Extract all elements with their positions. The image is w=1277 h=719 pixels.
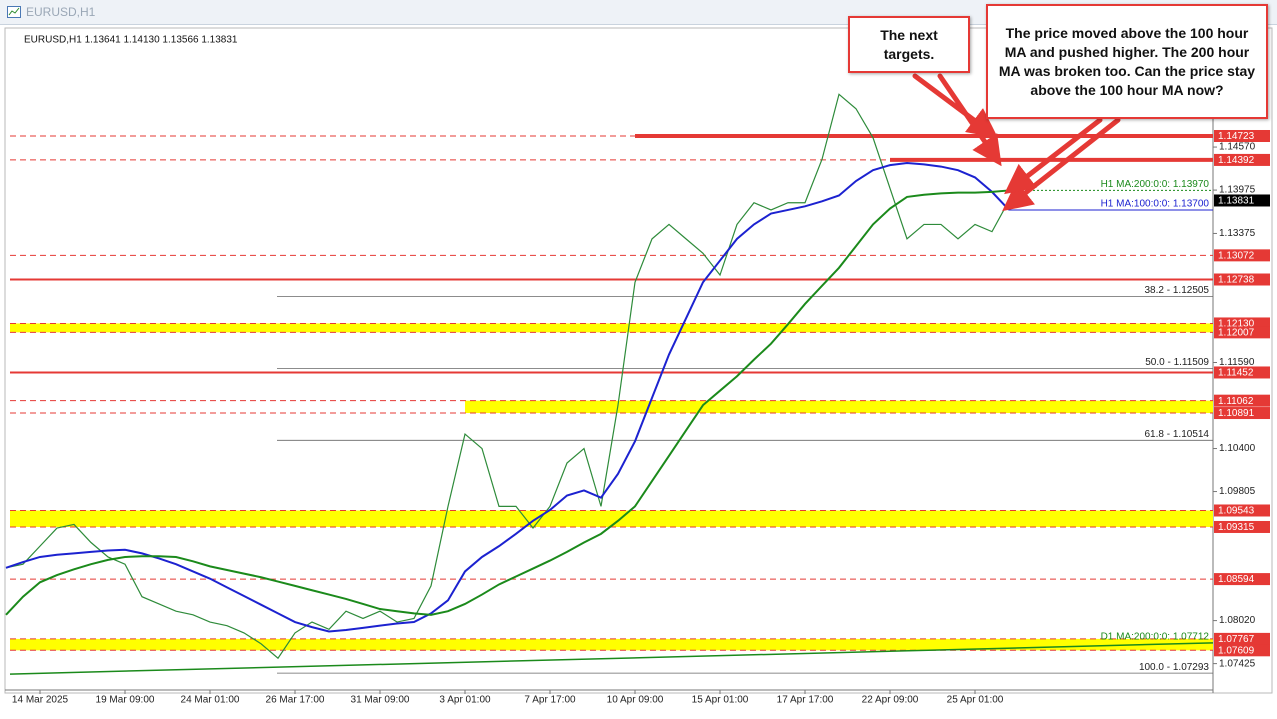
level-label: 1.14392	[1218, 155, 1255, 166]
x-tick-label: 14 Mar 2025	[12, 695, 69, 706]
window-icon	[7, 6, 21, 18]
moving-average-line	[5, 189, 1010, 616]
chart-frame	[4, 27, 1273, 694]
current-price-label-box	[1214, 194, 1270, 207]
support-resistance-zone	[10, 323, 1213, 333]
level-label: 1.07609	[1218, 645, 1255, 656]
level-label: 1.10891	[1218, 408, 1255, 419]
fib-label: 100.0 - 1.07293	[1139, 662, 1209, 673]
level-label-box	[1214, 573, 1270, 586]
x-tick-label: 24 Mar 01:00	[181, 695, 240, 706]
support-resistance-zone	[10, 638, 1213, 651]
symbol-info: EURUSD,H1 1.13641 1.14130 1.13566 1.1383…	[24, 35, 238, 46]
level-label: 1.08594	[1218, 574, 1255, 585]
y-tick-label: 1.13375	[1219, 228, 1256, 239]
level-label: 1.11062	[1218, 396, 1254, 407]
annotation: The next targets.	[848, 16, 970, 73]
ma-label: H1 MA:200:0:0: 1.13970	[1101, 179, 1210, 190]
x-tick-label: 10 Apr 09:00	[607, 695, 664, 706]
d1-ma-label: D1 MA:200:0:0: 1.07712	[1101, 632, 1210, 643]
level-label: 1.12738	[1218, 275, 1255, 286]
level-label-box	[1214, 394, 1270, 407]
x-tick-label: 19 Mar 09:00	[96, 695, 155, 706]
level-label-box	[1214, 326, 1270, 339]
window-title: EURUSD,H1	[26, 5, 96, 19]
level-label-box	[1214, 249, 1270, 262]
level-label: 1.11452	[1218, 368, 1254, 379]
current-price-label: 1.13831	[1218, 196, 1255, 207]
level-label: 1.12130	[1218, 319, 1255, 330]
level-label-box	[1214, 644, 1270, 657]
support-resistance-zone	[10, 510, 1213, 527]
support-resistance-zone	[465, 400, 1213, 414]
x-tick-label: 3 Apr 01:00	[439, 695, 491, 706]
level-label: 1.09543	[1218, 506, 1255, 517]
y-tick-label: 1.10400	[1219, 443, 1256, 454]
y-tick-label: 1.09805	[1219, 486, 1256, 497]
level-label-box	[1214, 504, 1270, 517]
level-label-box	[1214, 129, 1270, 142]
x-tick-label: 7 Apr 17:00	[524, 695, 576, 706]
annotation-arrows	[912, 73, 1121, 212]
fib-label: 50.0 - 1.11509	[1145, 357, 1209, 368]
chart: 1.14570 1.13975 1.13375 1.11590 1.10400 1.098…	[4, 27, 1273, 706]
fib-label: 61.8 - 1.10514	[1145, 429, 1210, 440]
x-tick-label: 22 Apr 09:00	[862, 695, 919, 706]
level-label: 1.12007	[1218, 327, 1255, 338]
price-line	[5, 93, 1010, 660]
level-label-box	[1214, 632, 1270, 645]
x-tick-label: 15 Apr 01:00	[692, 695, 749, 706]
y-tick-label: 1.08020	[1219, 615, 1256, 626]
y-tick-label: 1.11590	[1219, 357, 1255, 368]
x-tick-label: 26 Mar 17:00	[266, 695, 325, 706]
moving-average-line	[5, 161, 1010, 633]
y-tick-label: 1.07425	[1219, 658, 1256, 669]
x-tick-label: 25 Apr 01:00	[947, 695, 1004, 706]
level-label-box	[1214, 520, 1270, 533]
y-tick-label: 1.14570	[1219, 142, 1256, 153]
x-tick-label: 31 Mar 09:00	[351, 695, 410, 706]
ma-label: H1 MA:100:0:0: 1.13700	[1101, 199, 1210, 210]
level-label: 1.13072	[1218, 250, 1255, 261]
annotation: The price moved above the 100 hour MA an…	[986, 4, 1268, 119]
level-label-box	[1214, 153, 1270, 166]
x-tick-label: 17 Apr 17:00	[777, 695, 834, 706]
level-label: 1.07767	[1218, 634, 1255, 645]
d1-ma-line	[9, 642, 1214, 675]
level-label-box	[1214, 273, 1270, 286]
level-label-box	[1214, 366, 1270, 379]
fib-label: 38.2 - 1.12505	[1145, 285, 1210, 296]
y-tick-label: 1.13975	[1219, 185, 1256, 196]
level-label-box	[1214, 407, 1270, 420]
level-label: 1.14723	[1218, 131, 1255, 142]
level-label: 1.09315	[1218, 522, 1255, 533]
